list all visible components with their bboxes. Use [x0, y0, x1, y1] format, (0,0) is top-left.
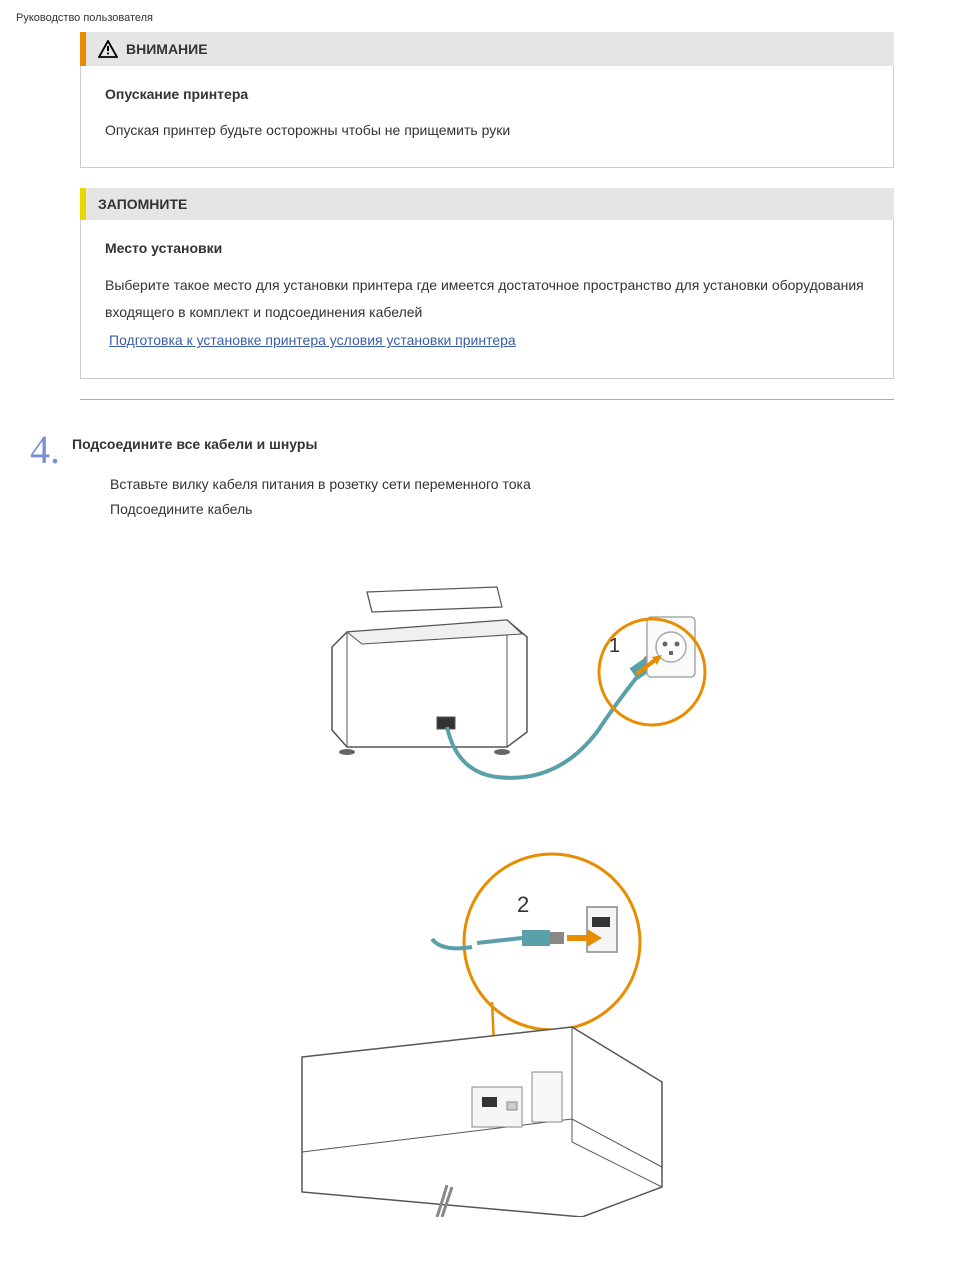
- callout-label-1: 1: [609, 635, 620, 657]
- note-body: Место установки Выберите такое место для…: [80, 220, 894, 379]
- outlet-icon: [647, 617, 695, 677]
- note-link[interactable]: Подготовка к установке принтера условия …: [105, 327, 520, 354]
- note-box: ЗАПОМНИТЕ Место установки Выберите такое…: [80, 188, 894, 379]
- illustration-power-cable: 1: [297, 562, 707, 807]
- step-title: Подсоедините все кабели и шнуры: [72, 436, 894, 452]
- printer-icon: [332, 587, 527, 755]
- warning-subtitle: Опускание принтера: [105, 86, 869, 102]
- note-text-content: Выберите такое место для установки принт…: [105, 277, 864, 320]
- breadcrumb: Руководство пользователя: [0, 0, 954, 32]
- note-subtitle: Место установки: [105, 240, 869, 256]
- illustration-usb-cable: 2: [292, 847, 712, 1217]
- step-line-1: Вставьте вилку кабеля питания в розетку …: [110, 472, 894, 497]
- section-divider: [80, 399, 894, 400]
- step-content: Подсоедините все кабели и шнуры Вставьте…: [72, 430, 894, 1247]
- note-header: ЗАПОМНИТЕ: [80, 188, 894, 220]
- warning-header: ВНИМАНИЕ: [80, 32, 894, 66]
- warning-header-text: ВНИМАНИЕ: [126, 41, 208, 57]
- page-content: ВНИМАНИЕ Опускание принтера Опуская прин…: [0, 32, 954, 1287]
- warning-body: Опускание принтера Опуская принтер будьт…: [80, 66, 894, 168]
- step-line-2: Подсоедините кабель: [110, 497, 894, 522]
- callout-label-2: 2: [517, 892, 529, 917]
- printer-rear-icon: [302, 1027, 662, 1217]
- warning-text: Опуская принтер будьте осторожны чтобы н…: [105, 118, 869, 143]
- note-text: Выберите такое место для установки принт…: [105, 272, 869, 354]
- warning-box: ВНИМАНИЕ Опускание принтера Опуская прин…: [80, 32, 894, 168]
- warning-icon: [98, 40, 118, 58]
- step-4: 4. Подсоедините все кабели и шнуры Встав…: [30, 430, 894, 1247]
- step-number: 4.: [30, 430, 60, 470]
- step-body: Вставьте вилку кабеля питания в розетку …: [72, 472, 894, 1217]
